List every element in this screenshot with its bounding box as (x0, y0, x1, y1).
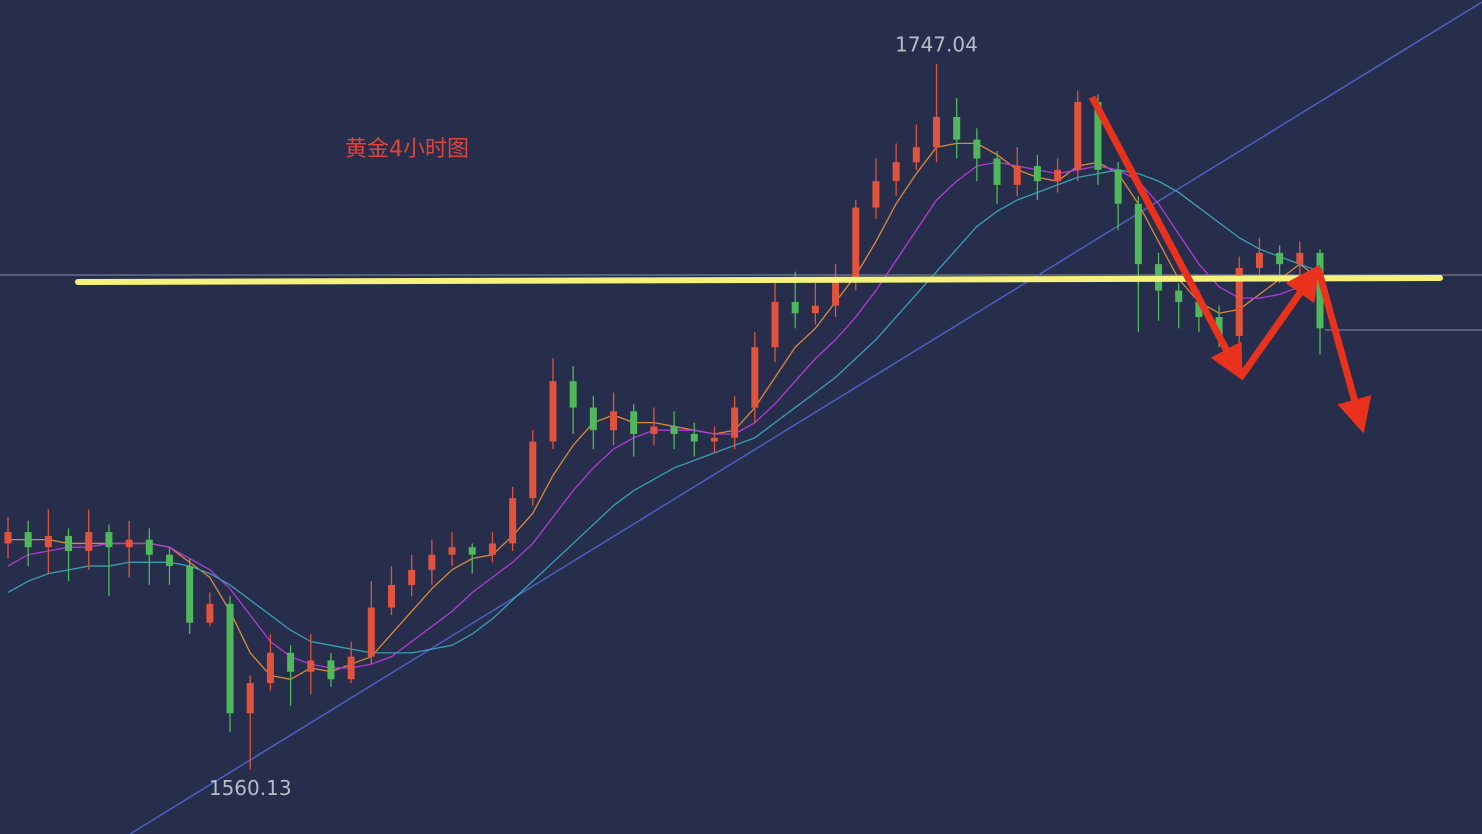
candle-body (1074, 101, 1082, 170)
candle-body (1296, 252, 1304, 265)
candle-body (1033, 166, 1041, 182)
candle-body (327, 660, 335, 680)
chart-title: 黄金4小时图 (345, 137, 469, 162)
candle-body (912, 147, 920, 163)
candle-body (1255, 252, 1263, 268)
candle-body (569, 381, 577, 408)
candle-body (993, 158, 1001, 185)
candle-body (751, 347, 759, 408)
candle-body (145, 539, 153, 555)
candle-body (1114, 169, 1122, 204)
candle-body (468, 547, 476, 555)
candle-body (44, 535, 52, 548)
candle-body (24, 532, 32, 548)
candle-body (1235, 267, 1243, 336)
candle-body (791, 301, 799, 314)
candle-body (670, 426, 678, 434)
candle-body (287, 652, 295, 672)
candle-body (1094, 101, 1102, 170)
arrow (1314, 267, 1372, 434)
trend-line (129, 1, 1482, 834)
candle-body (1276, 252, 1284, 265)
arrow (1088, 95, 1243, 381)
candle-body (650, 426, 658, 434)
candle-body (347, 656, 355, 680)
price-annotation: 1560.13 (209, 776, 292, 800)
candle-body (630, 411, 638, 434)
moving-average (7, 161, 1321, 669)
candle-body (448, 547, 456, 555)
candle-body (85, 532, 93, 551)
candle-body (246, 683, 254, 714)
candle-body (811, 305, 819, 314)
candle-body (1013, 166, 1021, 185)
candle-body (1195, 301, 1203, 317)
candle-body (125, 539, 133, 548)
candle-body (388, 584, 396, 608)
candle-body (186, 566, 194, 623)
candle-body (105, 532, 113, 548)
candle-body (206, 603, 214, 623)
candle-body (852, 207, 860, 280)
candle-body (266, 652, 274, 684)
candle-body (932, 116, 940, 148)
candle-body (771, 301, 779, 348)
candle-body (832, 279, 840, 306)
moving-average (7, 169, 1321, 654)
candle-body (1134, 203, 1142, 265)
resistance-line (75, 275, 1443, 285)
candle-body (1054, 169, 1062, 182)
candle-body (973, 139, 981, 159)
price-annotation: 1747.04 (895, 33, 978, 57)
candle-body (953, 116, 961, 140)
candle-body (549, 381, 557, 442)
candle-body (367, 607, 375, 657)
candle-body (226, 603, 234, 714)
candle-body (610, 411, 618, 431)
candle-body (488, 543, 496, 555)
candle-body (1175, 290, 1183, 302)
candle-body (892, 162, 900, 182)
candle-body (4, 532, 12, 544)
arrow (1237, 264, 1321, 381)
candle-body (529, 441, 537, 499)
candle-body (710, 437, 718, 442)
candle-body (408, 569, 416, 585)
candle-body (307, 660, 315, 672)
candle-body (65, 535, 73, 551)
candle-body (428, 554, 436, 570)
candle-body (589, 407, 597, 431)
candle-body (731, 407, 739, 438)
candle-body (509, 498, 517, 544)
candle-body (165, 554, 173, 567)
candle-body (872, 181, 880, 208)
candle-body (690, 433, 698, 442)
candle-body (1215, 316, 1223, 336)
moving-average (8, 142, 1321, 680)
